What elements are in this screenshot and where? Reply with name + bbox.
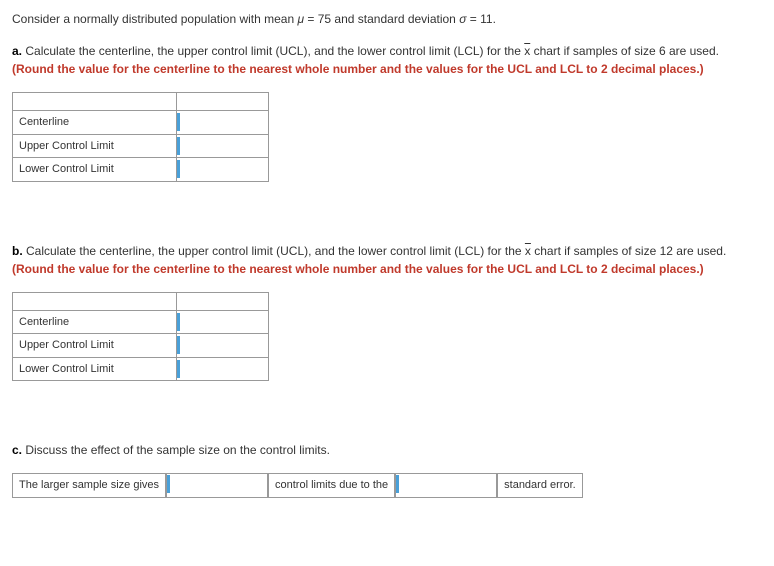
- part-c-label: c.: [12, 443, 22, 457]
- problem-intro: Consider a normally distributed populati…: [12, 10, 762, 28]
- inline-seg3: standard error.: [497, 473, 583, 498]
- part-a-text1: Calculate the centerline, the upper cont…: [22, 44, 524, 58]
- row-b-2-input[interactable]: [177, 360, 268, 378]
- part-c: c. Discuss the effect of the sample size…: [12, 441, 762, 498]
- table-row: Centerline: [13, 111, 269, 135]
- part-c-text: Discuss the effect of the sample size on…: [22, 443, 330, 457]
- row-a-0-input[interactable]: [177, 113, 268, 131]
- table-row: Lower Control Limit: [13, 158, 269, 182]
- row-a-2-input[interactable]: [177, 160, 268, 178]
- inline-seg1: The larger sample size gives: [12, 473, 166, 498]
- intro-mu-eq: = 75 and standard deviation: [304, 12, 459, 26]
- table-a: Centerline Upper Control Limit Lower Con…: [12, 92, 269, 182]
- part-a-text2: chart if samples of size 6 are used.: [530, 44, 719, 58]
- part-b: b. Calculate the centerline, the upper c…: [12, 242, 762, 382]
- row-b-1-input[interactable]: [177, 336, 268, 354]
- table-row: Upper Control Limit: [13, 334, 269, 358]
- intro-text-1: Consider a normally distributed populati…: [12, 12, 298, 26]
- table-row: Centerline: [13, 310, 269, 334]
- row-b-0-input[interactable]: [177, 313, 268, 331]
- table-row: Lower Control Limit: [13, 357, 269, 381]
- part-a: a. Calculate the centerline, the upper c…: [12, 42, 762, 182]
- table-b: Centerline Upper Control Limit Lower Con…: [12, 292, 269, 382]
- part-a-instruction: (Round the value for the centerline to t…: [12, 62, 704, 76]
- row-a-0-label: Centerline: [13, 111, 177, 135]
- row-b-0-label: Centerline: [13, 310, 177, 334]
- table-row: Upper Control Limit: [13, 134, 269, 158]
- part-b-instruction: (Round the value for the centerline to t…: [12, 262, 704, 276]
- row-a-1-label: Upper Control Limit: [13, 134, 177, 158]
- part-a-label: a.: [12, 44, 22, 58]
- inline-input-2[interactable]: [396, 475, 496, 493]
- inline-seg2: control limits due to the: [268, 473, 395, 498]
- intro-sigma-eq: = 11.: [466, 12, 495, 26]
- part-b-label: b.: [12, 244, 23, 258]
- inline-input-1[interactable]: [167, 475, 267, 493]
- row-b-2-label: Lower Control Limit: [13, 357, 177, 381]
- row-a-2-label: Lower Control Limit: [13, 158, 177, 182]
- row-a-1-input[interactable]: [177, 137, 268, 155]
- part-b-text2: chart if samples of size 12 are used.: [531, 244, 726, 258]
- part-b-text1: Calculate the centerline, the upper cont…: [23, 244, 525, 258]
- inline-sentence: The larger sample size gives control lim…: [12, 473, 762, 498]
- row-b-1-label: Upper Control Limit: [13, 334, 177, 358]
